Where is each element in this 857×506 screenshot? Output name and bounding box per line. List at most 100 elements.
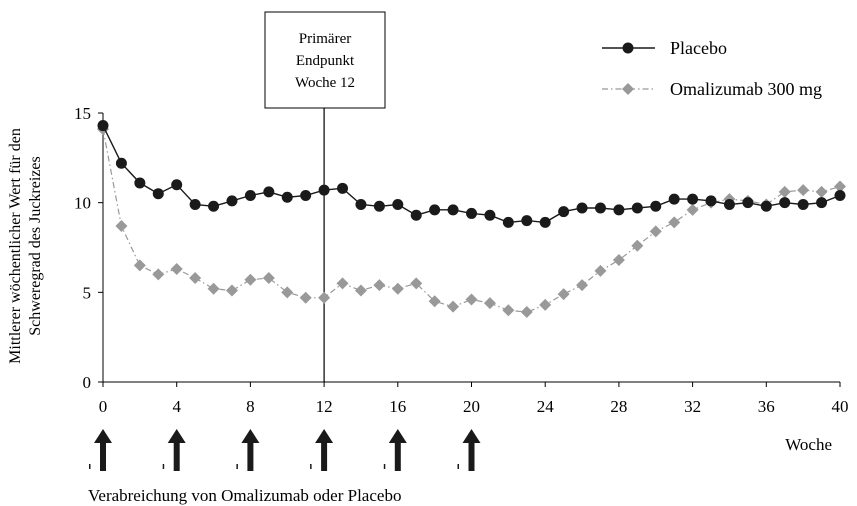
dosing-arrow (383, 429, 407, 471)
data-point (705, 195, 717, 207)
data-point (115, 157, 127, 169)
data-point (668, 193, 680, 205)
data-point (410, 277, 423, 290)
data-point (686, 203, 699, 216)
data-point (428, 295, 441, 308)
data-point (152, 268, 165, 281)
dosing-arrow (162, 429, 186, 471)
x-tick-label: 40 (832, 397, 849, 416)
y-axis-title-line-1: Mittlerer wöchentlicher Wert für den (7, 128, 24, 364)
data-point (687, 193, 699, 205)
y-axis-title-line-2: Schweregrad des Juckreizes (27, 156, 44, 335)
data-point (778, 185, 791, 198)
data-point (631, 202, 643, 214)
dosing-arrow-shaft (173, 441, 180, 471)
y-axis-title: Mittlerer wöchentlicher Wert für den Sch… (7, 128, 44, 364)
x-tick-label: 0 (99, 397, 108, 416)
dosing-tick (383, 464, 386, 469)
axes: 0 5 10 15 0 4 8 12 16 20 24 28 32 36 40 (74, 104, 849, 416)
data-point (649, 225, 662, 238)
x-tick-label: 20 (463, 397, 480, 416)
dosing-arrow (457, 429, 481, 471)
data-point (170, 263, 183, 276)
dosing-arrow-shaft (247, 441, 254, 471)
dosing-arrow (310, 429, 334, 471)
dosing-tick (89, 464, 91, 469)
data-point (797, 184, 810, 197)
data-point (429, 204, 441, 216)
legend-label: Placebo (670, 38, 727, 58)
data-point (391, 282, 404, 295)
data-point (723, 198, 735, 210)
data-point (539, 298, 552, 311)
data-point (133, 259, 146, 272)
data-point (631, 239, 644, 252)
data-point (134, 177, 146, 189)
data-point (207, 282, 220, 295)
data-point (410, 209, 422, 221)
dosing-arrow-head (241, 429, 260, 443)
data-point (208, 200, 220, 212)
legend-label: Omalizumab 300 mg (670, 79, 822, 99)
x-axis-title: Woche (785, 435, 832, 454)
data-point (520, 306, 533, 319)
data-point (521, 215, 533, 227)
data-point (539, 216, 551, 228)
data-point (226, 195, 238, 207)
endpoint-text-line: Woche 12 (295, 75, 355, 91)
x-tick-label: 8 (246, 397, 255, 416)
data-point (354, 284, 367, 297)
x-tick-label: 28 (610, 397, 627, 416)
series-omalizumab (97, 123, 846, 319)
dosing-arrow-head (462, 429, 481, 443)
data-point (650, 200, 662, 212)
data-point (281, 286, 294, 299)
dosing-arrow-shaft (468, 441, 475, 471)
data-point (262, 271, 275, 284)
data-point (244, 189, 256, 201)
data-point (97, 120, 109, 132)
dosing-arrows (89, 429, 481, 471)
dosing-arrow-head (167, 429, 186, 443)
x-tick-label: 4 (172, 397, 181, 416)
data-point (447, 204, 459, 216)
x-tick-label: 12 (316, 397, 333, 416)
data-point (576, 279, 589, 292)
data-point (594, 264, 607, 277)
data-point (337, 182, 349, 194)
dosing-tick (457, 464, 459, 469)
dosing-tick (236, 464, 238, 469)
dosing-tick (310, 464, 312, 469)
data-point (447, 300, 460, 313)
data-point (483, 297, 496, 310)
data-point (558, 206, 570, 218)
data-point (373, 200, 385, 212)
data-point (834, 189, 846, 201)
data-point (779, 197, 791, 209)
x-tick-label: 24 (537, 397, 555, 416)
data-point (742, 197, 754, 209)
data-point (834, 180, 846, 193)
dosing-arrow (236, 429, 260, 471)
data-point (263, 186, 275, 198)
legend: Placebo Omalizumab 300 mg (602, 38, 822, 99)
data-point (244, 273, 257, 286)
data-point (189, 198, 201, 210)
legend-placebo: Placebo (602, 38, 727, 58)
legend-marker (622, 83, 634, 95)
legend-marker (622, 42, 634, 54)
dosing-arrow (89, 429, 112, 471)
data-point (318, 291, 331, 304)
data-point (318, 184, 330, 196)
data-point (152, 188, 164, 200)
endpoint-text-line: Primärer (299, 31, 351, 47)
endpoint-text-line: Endpunkt (296, 53, 355, 69)
dosing-arrow-head (388, 429, 407, 443)
data-point (225, 284, 238, 297)
data-point (336, 277, 349, 290)
data-point (484, 209, 496, 221)
data-point (612, 254, 625, 267)
data-point (816, 197, 828, 209)
x-tick-label: 36 (758, 397, 775, 416)
dosing-tick (162, 464, 165, 469)
